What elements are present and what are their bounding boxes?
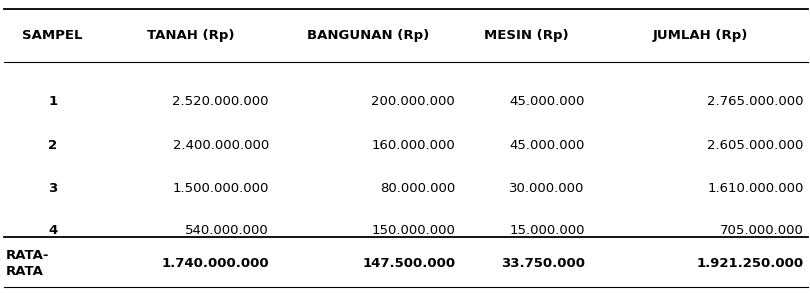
Text: 150.000.000: 150.000.000	[371, 224, 455, 237]
Text: 200.000.000: 200.000.000	[372, 95, 455, 108]
Text: SAMPEL: SAMPEL	[23, 29, 83, 42]
Text: RATA-: RATA-	[6, 249, 49, 262]
Text: 1.500.000.000: 1.500.000.000	[173, 182, 269, 195]
Text: 1: 1	[48, 95, 58, 108]
Text: 3: 3	[48, 182, 58, 195]
Text: 4: 4	[48, 224, 58, 237]
Text: 1.921.250.000: 1.921.250.000	[697, 257, 804, 270]
Text: 45.000.000: 45.000.000	[509, 95, 585, 108]
Text: 15.000.000: 15.000.000	[509, 224, 585, 237]
Text: TANAH (Rp): TANAH (Rp)	[147, 29, 234, 42]
Text: 2.520.000.000: 2.520.000.000	[173, 95, 269, 108]
Text: JUMLAH (Rp): JUMLAH (Rp)	[653, 29, 748, 42]
Text: 2.400.000.000: 2.400.000.000	[173, 139, 269, 152]
Text: 33.750.000: 33.750.000	[501, 257, 585, 270]
Text: 540.000.000: 540.000.000	[185, 224, 269, 237]
Text: BANGUNAN (Rp): BANGUNAN (Rp)	[308, 29, 429, 42]
Text: 2: 2	[48, 139, 58, 152]
Text: RATA: RATA	[6, 265, 44, 278]
Text: 2.605.000.000: 2.605.000.000	[707, 139, 804, 152]
Text: 1.740.000.000: 1.740.000.000	[161, 257, 269, 270]
Text: 2.765.000.000: 2.765.000.000	[707, 95, 804, 108]
Text: 30.000.000: 30.000.000	[509, 182, 585, 195]
Text: 45.000.000: 45.000.000	[509, 139, 585, 152]
Text: 1.610.000.000: 1.610.000.000	[707, 182, 804, 195]
Text: 160.000.000: 160.000.000	[372, 139, 455, 152]
Text: 147.500.000: 147.500.000	[362, 257, 455, 270]
Text: MESIN (Rp): MESIN (Rp)	[484, 29, 569, 42]
Text: 705.000.000: 705.000.000	[719, 224, 804, 237]
Text: 80.000.000: 80.000.000	[380, 182, 455, 195]
